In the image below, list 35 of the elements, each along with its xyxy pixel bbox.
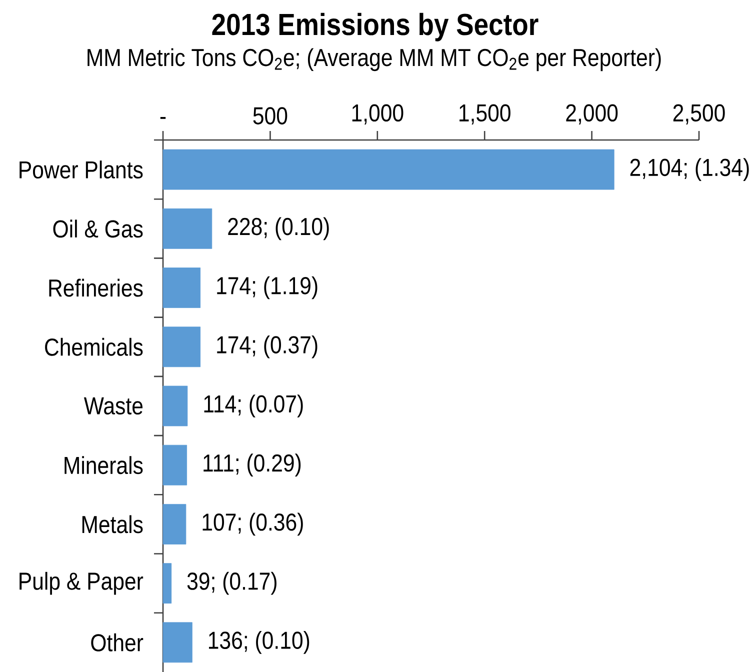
data-label: 111; (0.29) [204, 454, 301, 477]
bar [162, 563, 172, 604]
data-label: 114; (0.07) [204, 394, 303, 418]
x-tick-label: - [160, 116, 166, 119]
y-tick-label: Pulp & Paper [20, 572, 144, 595]
y-tick-label: Oil & Gas [53, 220, 143, 238]
x-tick-label: 2,500 [673, 104, 725, 124]
bar [162, 208, 212, 249]
y-tick-label: Refineries [49, 278, 143, 297]
data-label: 136; (0.10) [208, 631, 310, 654]
bar [162, 504, 186, 544]
data-label: 228; (0.10) [228, 217, 329, 240]
data-label: 174; (0.37) [217, 335, 318, 358]
y-tick-label: Other [91, 633, 144, 652]
x-tick-label: 2,000 [566, 104, 618, 124]
chart-title: 2013 Emissions by Sector [212, 12, 538, 42]
y-tick-label: Chemicals [45, 338, 143, 356]
bar [162, 622, 192, 663]
y-tick-label: Minerals [64, 456, 143, 474]
chart-subtitle: MM Metric Tons CO$_{2}$e; (Average MM MT CO$_{2}$e per Reporter) [88, 48, 661, 72]
bar [162, 386, 188, 426]
bar [162, 326, 201, 368]
y-tick-label: Power Plants [20, 160, 143, 179]
bar [162, 149, 614, 190]
y-tick-label: Waste [84, 397, 143, 415]
data-label: 174; (1.19) [217, 276, 318, 300]
data-label: 39; (0.17) [187, 572, 276, 595]
x-tick-label: 1,500 [460, 104, 510, 124]
bar [162, 444, 187, 486]
data-label: 107; (0.36) [202, 512, 303, 536]
x-tick-label: 1,000 [352, 104, 404, 124]
bar [162, 268, 201, 308]
data-label: 2,104; (1.34) [630, 158, 749, 181]
y-tick-label: Metals [82, 515, 143, 534]
x-tick-label: 500 [253, 107, 288, 124]
